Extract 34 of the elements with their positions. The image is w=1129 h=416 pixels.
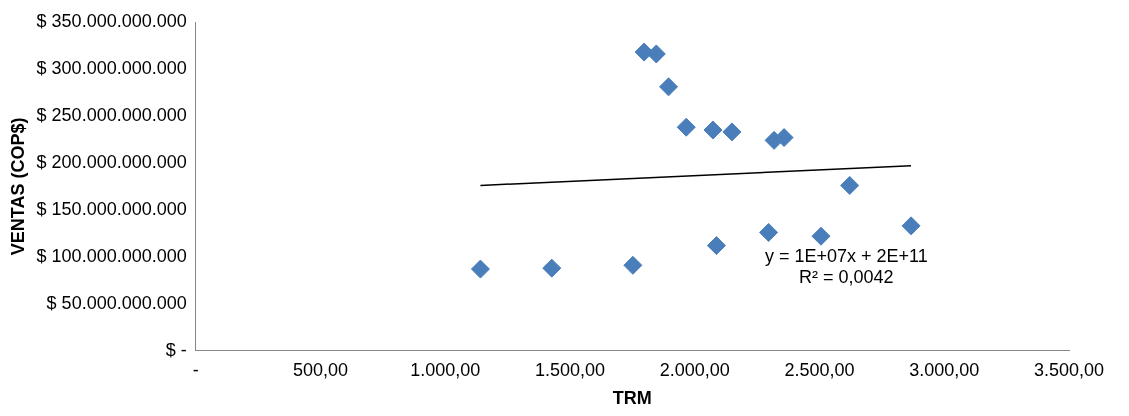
point bbox=[659, 77, 679, 97]
x-tick-label: 2.000,00 bbox=[659, 359, 730, 380]
point bbox=[646, 44, 666, 64]
y-tick-label: $ 200.000.000.000 bbox=[36, 151, 187, 172]
annotation: R² = 0,0042 bbox=[799, 267, 894, 288]
y-tick-label: $ 350.000.000.000 bbox=[36, 10, 187, 31]
x-tick-label: - bbox=[192, 359, 199, 380]
point bbox=[703, 120, 723, 140]
point bbox=[774, 128, 794, 148]
point bbox=[759, 222, 779, 242]
y-tick-label: $ 250.000.000.000 bbox=[36, 104, 187, 125]
point bbox=[676, 117, 696, 137]
point bbox=[470, 259, 490, 279]
x-tick-label: 500,00 bbox=[292, 359, 349, 380]
y-tick-label: $ 300.000.000.000 bbox=[36, 57, 187, 78]
point bbox=[811, 226, 831, 246]
y-tick-label: $ 150.000.000.000 bbox=[36, 198, 187, 219]
x-tick-label: 1.500,00 bbox=[534, 359, 606, 380]
x-tick-label: 1.000,00 bbox=[410, 359, 481, 380]
point bbox=[706, 236, 726, 256]
point bbox=[722, 122, 742, 142]
point bbox=[901, 216, 921, 236]
y-tick-label: $ 50.000.000.000 bbox=[46, 292, 187, 313]
y-tick-label: $ 100.000.000.000 bbox=[36, 245, 187, 266]
annotation: y = 1E+07x + 2E+11 bbox=[764, 246, 928, 267]
y-axis-title: VENTAS (COP$) bbox=[7, 117, 28, 256]
x-tick-label: 2.500,00 bbox=[784, 359, 855, 380]
y-tick-label: $ - bbox=[165, 339, 187, 360]
x-axis-title: TRM bbox=[612, 388, 652, 409]
x-tick-label: 3.500,00 bbox=[1033, 359, 1105, 380]
point bbox=[623, 255, 643, 275]
point bbox=[542, 258, 562, 278]
x-tick-label: 3.000,00 bbox=[909, 359, 980, 380]
point bbox=[840, 175, 860, 195]
